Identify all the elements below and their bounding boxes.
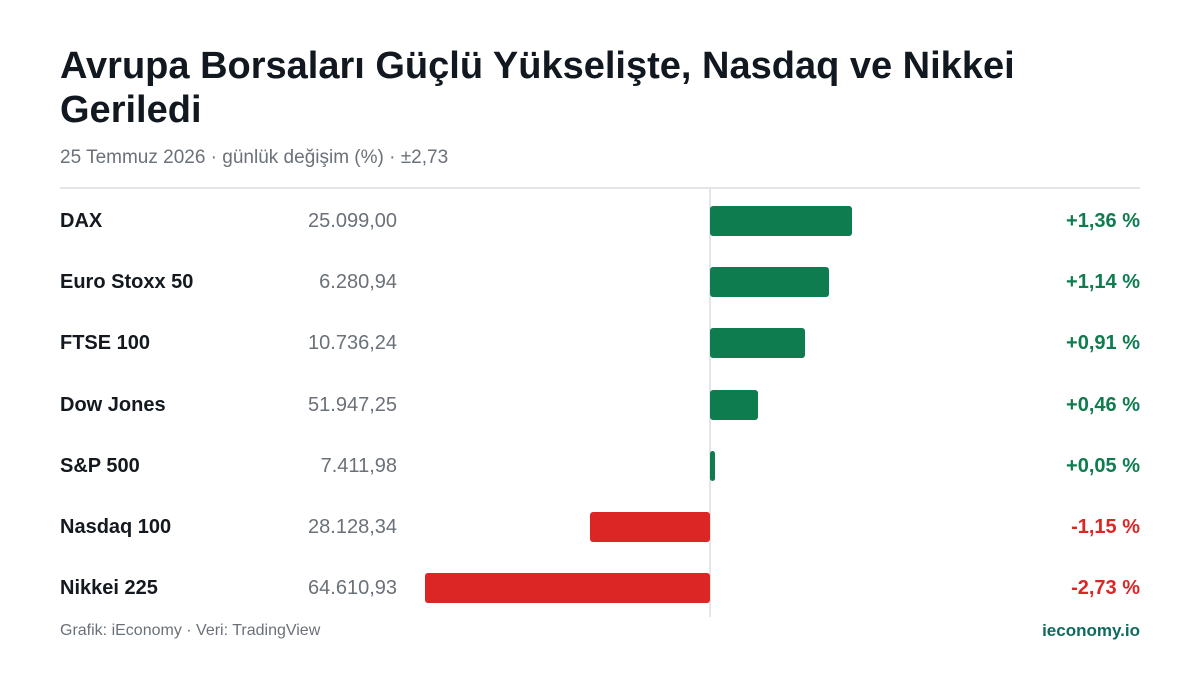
- index-name: FTSE 100: [60, 332, 151, 355]
- change-label: +0,46 %: [1066, 393, 1140, 416]
- index-name: DAX: [60, 210, 103, 232]
- index-row: FTSE 100 10.736,24 +0,91 %: [60, 323, 1140, 363]
- index-level: 10.736,24: [308, 332, 397, 355]
- change-label: -1,15 %: [1071, 516, 1140, 538]
- index-row: S&P 500 7.411,98 +0,05 %: [60, 446, 1140, 486]
- index-name: Nikkei 225: [60, 577, 158, 600]
- index-row: Euro Stoxx 50 6.280,94 +1,14 %: [60, 262, 1140, 302]
- source-credit: Grafik: iEconomy · Veri: TradingView: [60, 622, 321, 639]
- index-row: DAX 25.099,00 +1,36 %: [60, 201, 1140, 241]
- index-row: Nasdaq 100 28.128,34 -1,15 %: [60, 507, 1140, 547]
- index-level: 7.411,98: [320, 454, 397, 477]
- brand-link[interactable]: ieconomy.io: [1042, 621, 1140, 640]
- change-label: +0,91 %: [1066, 332, 1140, 355]
- bar-positive: [710, 328, 805, 359]
- index-level: 64.610,93: [308, 577, 397, 600]
- change-label: +0,05 %: [1066, 454, 1140, 477]
- index-level: 28.128,34: [308, 516, 397, 538]
- change-label: -2,73 %: [1071, 577, 1140, 600]
- bar-positive: [710, 267, 829, 298]
- change-label: +1,36 %: [1066, 210, 1140, 232]
- bar-positive: [710, 450, 716, 481]
- bar-negative: [425, 573, 710, 604]
- index-name: S&P 500: [60, 454, 140, 477]
- index-level: 6.280,94: [319, 271, 397, 294]
- chart-title: Avrupa Borsaları Güçlü Yükselişte, Nasda…: [60, 45, 1015, 131]
- index-level: 25.099,00: [308, 210, 397, 232]
- change-label: +1,14 %: [1066, 271, 1140, 294]
- bar-negative: [589, 512, 710, 542]
- chart-subtitle: 25 Temmuz 2026 · günlük değişim (%) · ±2…: [60, 147, 449, 168]
- index-row: Dow Jones 51.947,25 +0,46 %: [60, 385, 1140, 425]
- bar-positive: [710, 206, 852, 236]
- index-name: Euro Stoxx 50: [60, 271, 194, 294]
- bar-positive: [710, 389, 759, 420]
- index-row: Nikkei 225 64.610,93 -2,73 %: [60, 568, 1140, 608]
- index-name: Dow Jones: [60, 393, 166, 416]
- index-name: Nasdaq 100: [60, 516, 172, 538]
- header-divider: [60, 187, 1140, 189]
- index-level: 51.947,25: [308, 393, 397, 416]
